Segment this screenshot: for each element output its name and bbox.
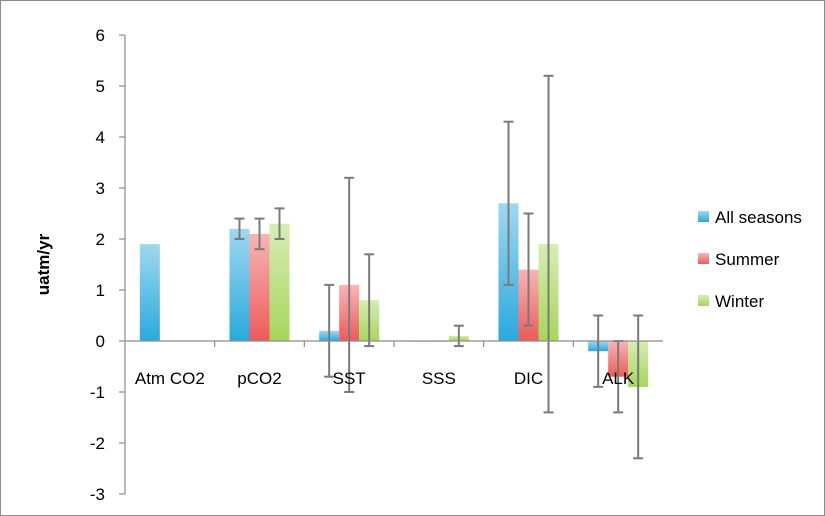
legend: All seasons Summer Winter [698, 208, 802, 311]
x-category-label: SST [333, 369, 366, 388]
y-axis-title: uatm/yr [34, 233, 53, 295]
bar [229, 228, 250, 341]
y-tick-label: 5 [96, 77, 105, 96]
x-ticks-group [214, 341, 574, 347]
bar [139, 244, 160, 341]
x-category-label: pCO2 [237, 369, 281, 388]
x-category-label: DIC [514, 369, 543, 388]
bar [269, 223, 290, 341]
legend-label: Summer [715, 250, 780, 269]
x-category-label: ALK [602, 369, 635, 388]
bar [249, 233, 270, 341]
y-tick-label: 0 [96, 332, 105, 351]
y-tick-label: 6 [96, 26, 105, 45]
bars-group [139, 203, 649, 387]
y-tick-label: 3 [96, 179, 105, 198]
x-labels-group: Atm CO2 pCO2 SST SSS DIC ALK [135, 369, 635, 388]
y-ticks-group: 6 5 4 3 2 1 0 -1 -2 -3 [90, 26, 125, 504]
x-category-label: SSS [422, 369, 456, 388]
error-bars-group [234, 74, 644, 460]
y-tick-label: 2 [96, 230, 105, 249]
legend-swatch [698, 295, 709, 306]
legend-swatch [698, 253, 709, 264]
legend-label: Winter [715, 292, 764, 311]
x-category-label: Atm CO2 [135, 369, 205, 388]
y-tick-label: 1 [96, 281, 105, 300]
y-tick-label: -3 [90, 485, 105, 504]
y-tick-label: -2 [90, 434, 105, 453]
y-tick-label: 4 [96, 128, 105, 147]
y-tick-label: -1 [90, 383, 105, 402]
legend-label: All seasons [715, 208, 802, 227]
legend-swatch [698, 211, 709, 222]
